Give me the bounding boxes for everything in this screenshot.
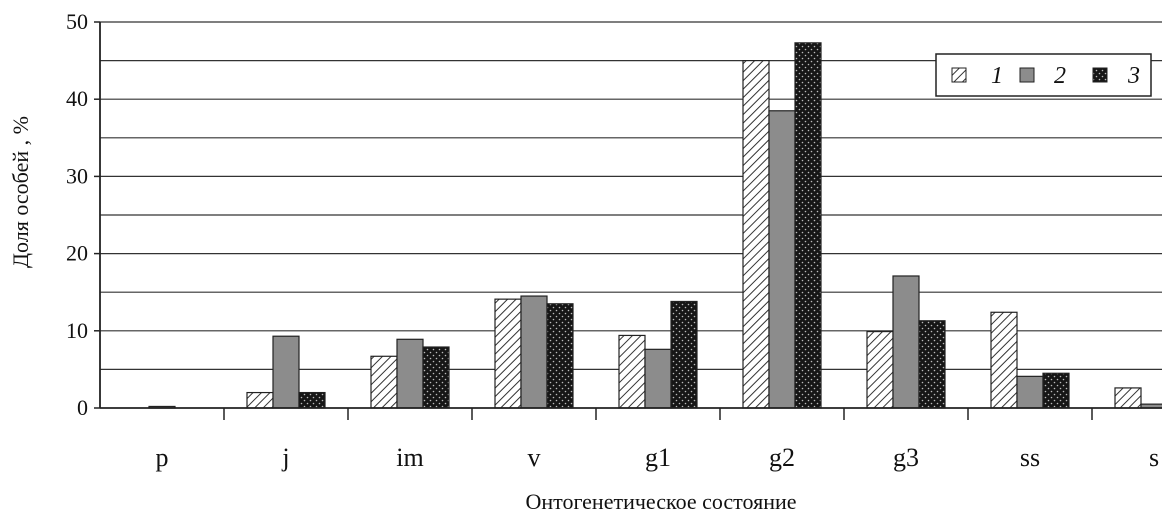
y-tick-label: 10 (66, 318, 88, 343)
bar-series-2-j (272, 335, 300, 409)
y-axis-title: Доля особей , % (8, 116, 33, 268)
gridlines (100, 21, 1162, 370)
bar-series-2-g3 (892, 275, 920, 409)
x-tick-label: s (1149, 443, 1159, 472)
legend-label-2: 2 (1054, 63, 1066, 89)
x-tick-label: g1 (645, 443, 671, 472)
x-tick-label: v (528, 443, 541, 472)
bar-series-3-g1 (670, 300, 698, 409)
bar-series-1-j (246, 391, 274, 409)
x-axis-title: Онтогенетическое состояние (525, 489, 796, 514)
axes (94, 21, 1162, 420)
bar-series-1-g3 (866, 330, 894, 409)
bar-series-2-ss (1016, 375, 1044, 409)
legend-swatch-3 (1092, 67, 1108, 83)
x-tick-label: ss (1020, 443, 1040, 472)
x-tick-label: im (396, 443, 423, 472)
bar-series-1-g2 (742, 59, 770, 409)
legend-box (935, 53, 1152, 97)
y-tick-label: 50 (66, 9, 88, 34)
bar-series-2-im (396, 338, 424, 409)
legend-label-3: 3 (1127, 63, 1140, 89)
x-tick-label: g2 (769, 443, 795, 472)
legend-swatch-1 (951, 67, 967, 83)
bar-series-2-g1 (644, 348, 672, 409)
legend-label-1: 1 (991, 63, 1003, 89)
legend-swatch-2 (1019, 67, 1035, 83)
y-tick-label: 40 (66, 86, 88, 111)
bar-series-3-im (422, 346, 450, 409)
x-tick-label: g3 (893, 443, 919, 472)
legend: 1 2 3 (935, 53, 1152, 97)
bar-series-1-s (1114, 387, 1142, 409)
bar-series-3-g3 (918, 320, 946, 409)
y-tick-label: 0 (77, 395, 88, 420)
bar-series-2-g2 (768, 110, 796, 409)
x-tick-label: p (156, 443, 169, 472)
bar-series-3-v (546, 303, 574, 409)
bar-series-1-g1 (618, 334, 646, 409)
bar-series-1-im (370, 355, 398, 409)
y-tick-label: 30 (66, 163, 88, 188)
bar-series-1-ss (990, 311, 1018, 409)
bar-series-1-v (494, 298, 522, 409)
bar-series-3-j (298, 391, 326, 409)
bar-series-3-ss (1042, 372, 1070, 409)
bars (148, 42, 1162, 409)
bar-series-2-v (520, 295, 548, 409)
x-tick-label: j (281, 443, 289, 472)
y-tick-label: 20 (66, 241, 88, 266)
bar-series-3-g2 (794, 42, 822, 409)
